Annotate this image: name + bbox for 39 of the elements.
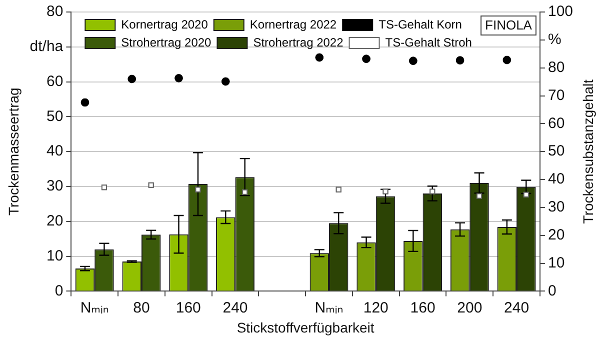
x-tick-label: 240 xyxy=(504,299,530,316)
x-tick-label: 160 xyxy=(176,299,201,316)
legend-label: Kornertrag 2022 xyxy=(250,17,337,32)
y2-tick-label: 30 xyxy=(548,198,565,216)
x-axis-title: Stickstoffverfügbarkeit xyxy=(236,319,374,336)
x-tick-label: 120 xyxy=(363,299,388,316)
y-tick-label: 40 xyxy=(46,142,64,160)
y2-tick-label: 0 xyxy=(548,282,556,300)
x-tick-label: 200 xyxy=(457,299,482,316)
y-tick-label: 10 xyxy=(46,247,64,264)
x-tick-label: Nₘᵢₙ xyxy=(80,299,109,316)
legend-label: Strohertrag 2020 xyxy=(121,35,212,50)
y-tick-label: dt/ha xyxy=(30,38,64,56)
x-tick-label: 160 xyxy=(410,299,436,316)
legend-label: Kornertrag 2020 xyxy=(121,17,208,32)
legend-label: TS-Gehalt Korn xyxy=(378,17,462,32)
x-tick-label: Nₘᵢₙ xyxy=(314,299,344,316)
annotation: FINOLA xyxy=(485,18,532,33)
y2-tick-label: 50 xyxy=(548,142,565,160)
y-tick-label: 0 xyxy=(54,282,64,300)
y2-tick-label: % xyxy=(548,31,562,48)
y2-tick-label: 80 xyxy=(548,58,565,76)
y-axis-title: Trockenmasseertrag xyxy=(5,88,22,216)
y2-tick-label: 20 xyxy=(548,226,565,244)
y2-tick-label: 100 xyxy=(548,3,574,20)
x-tick-label: 240 xyxy=(222,299,248,316)
y-tick-label: 80 xyxy=(46,3,64,20)
y2-axis-title: Trockensubstanzgehalt xyxy=(580,79,596,224)
y2-tick-label: 40 xyxy=(548,170,565,188)
legend-label: TS-Gehalt Stroh xyxy=(385,35,472,50)
y2-tick-label: 60 xyxy=(548,114,565,132)
y2-tick-label: 10 xyxy=(548,254,565,272)
y-tick-label: 60 xyxy=(46,72,64,90)
y-tick-label: 30 xyxy=(46,178,64,195)
y-tick-label: 20 xyxy=(46,212,64,230)
y2-tick-label: 70 xyxy=(548,86,565,104)
legend-label: Strohertrag 2022 xyxy=(253,35,344,50)
y-tick-label: 50 xyxy=(46,108,64,125)
x-tick-label: 80 xyxy=(133,299,150,316)
